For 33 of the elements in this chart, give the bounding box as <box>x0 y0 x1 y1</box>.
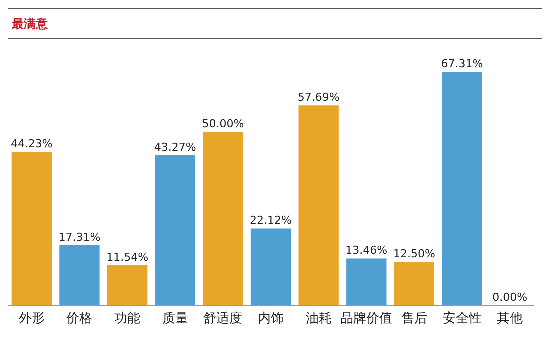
x-tick-label: 售后 <box>401 312 428 327</box>
chart-title: 最满意 <box>12 17 48 31</box>
bar <box>155 156 196 306</box>
x-tick-label: 外形 <box>18 312 45 327</box>
data-label: 67.31% <box>441 58 484 71</box>
bar <box>394 262 435 306</box>
bar <box>346 258 387 306</box>
data-label: 22.12% <box>250 214 292 228</box>
data-label: 57.69% <box>298 90 340 104</box>
x-tick-label: 内饰 <box>258 312 284 327</box>
bar <box>250 228 292 306</box>
bar <box>203 132 244 306</box>
data-label: 43.27% <box>154 140 196 154</box>
bar <box>60 245 100 306</box>
data-label: 17.31% <box>58 230 101 244</box>
x-tick-label: 舒适度 <box>204 310 243 327</box>
x-tick-label: 质量 <box>162 312 188 327</box>
data-label: 11.54% <box>106 250 149 264</box>
x-tick-label: 价格 <box>66 312 93 327</box>
x-tick-label: 油耗 <box>306 312 332 327</box>
bar <box>298 106 339 306</box>
x-tick-label: 其他 <box>497 312 524 327</box>
bar <box>442 72 482 306</box>
x-tick-label: 品牌价值 <box>340 312 393 327</box>
bar <box>107 265 148 306</box>
data-label: 0.00% <box>492 290 528 304</box>
bar <box>12 152 52 306</box>
x-tick-label: 功能 <box>114 312 141 327</box>
data-label: 13.46% <box>346 244 388 258</box>
data-label: 12.50% <box>393 247 436 260</box>
x-tick-label: 安全性 <box>442 310 482 327</box>
data-label: 50.00% <box>202 118 244 131</box>
data-label: 44.23% <box>10 138 53 151</box>
